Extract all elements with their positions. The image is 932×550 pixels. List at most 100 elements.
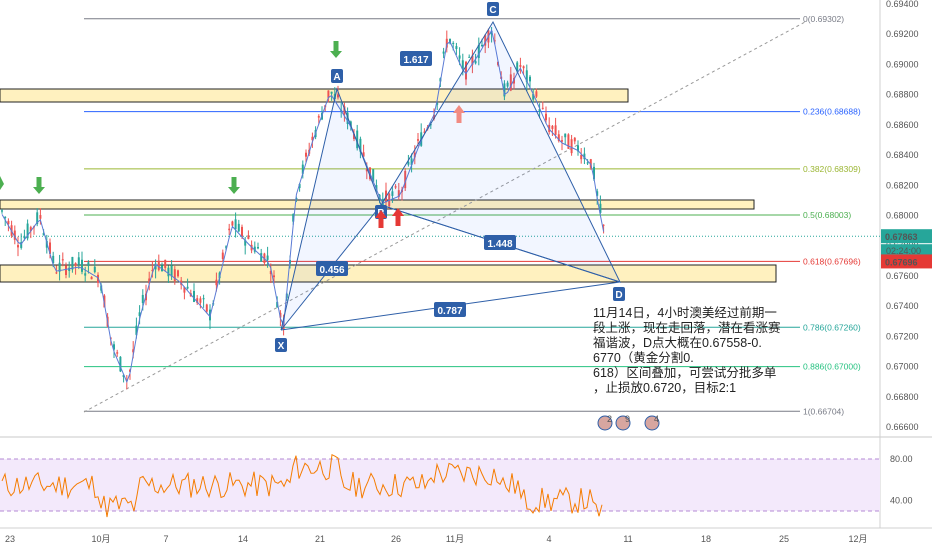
- candle-body: [266, 255, 269, 260]
- candle-body: [90, 276, 93, 280]
- candle-body: [122, 374, 125, 377]
- candle-body: [221, 252, 224, 259]
- price-tick-label: 0.67600: [886, 271, 919, 281]
- reaction-icon: [644, 415, 660, 431]
- note-line: 段上涨，现在走回落，潜在看涨赛: [593, 321, 781, 335]
- candle-body: [292, 214, 295, 222]
- price-tick-label: 0.68400: [886, 150, 919, 160]
- candle-body: [113, 344, 115, 350]
- candle-body: [561, 140, 563, 142]
- candle-body: [260, 253, 263, 262]
- pattern-ratio-label: 1.617: [403, 55, 428, 66]
- candle-body: [525, 70, 528, 83]
- candle-body: [61, 259, 64, 261]
- candle-body: [154, 263, 157, 270]
- pattern-ratio-label: 1.448: [487, 239, 512, 250]
- candle-body: [410, 158, 413, 165]
- candle-body: [577, 145, 579, 152]
- candle-body: [215, 279, 218, 286]
- candle-body: [557, 134, 560, 141]
- candle-body: [45, 241, 48, 248]
- pattern-ratio-badge: [316, 261, 348, 276]
- candle-body: [474, 61, 477, 64]
- candle-body: [58, 262, 61, 272]
- candle-body: [81, 259, 83, 272]
- price-pane-bg: [0, 0, 880, 437]
- d-level-value: 0.67696: [885, 257, 918, 267]
- candle-body: [138, 312, 141, 317]
- time-tick-label: 11月: [446, 534, 464, 544]
- candle-body: [356, 130, 359, 149]
- candle-body: [84, 273, 87, 276]
- candle-body: [586, 162, 589, 164]
- candle-body: [199, 298, 202, 303]
- time-tick-label: 14: [238, 534, 248, 544]
- pattern-point-badge: [487, 2, 499, 16]
- fib-level-label: 0.886(0.67000): [803, 362, 861, 372]
- candle-body: [311, 136, 314, 141]
- current-price-tag: [881, 229, 932, 244]
- note-line: ，止损放0.6720，目标2:1: [593, 381, 737, 395]
- candle-body: [394, 186, 397, 188]
- candle-body: [173, 269, 176, 282]
- time-tick-label: 26: [391, 534, 401, 544]
- candle-body: [503, 83, 506, 97]
- rsi-line: [1, 453, 603, 518]
- candle-body: [68, 267, 71, 271]
- candle-body: [23, 235, 26, 239]
- candle-body: [186, 286, 189, 289]
- candle-body: [298, 184, 301, 188]
- candle-body: [513, 77, 515, 84]
- price-tick-label: 0.68200: [886, 180, 919, 190]
- rsi-band: [0, 459, 880, 511]
- candle-body: [241, 226, 243, 237]
- fib-level-label: 0.236(0.68688): [803, 107, 861, 117]
- candle-body: [362, 152, 365, 157]
- price-tick-label: 0.67400: [886, 301, 919, 311]
- candle-body: [305, 152, 307, 157]
- candle-body: [455, 46, 458, 50]
- up-arrow-icon: [392, 208, 404, 226]
- candle-body: [413, 152, 416, 158]
- reaction-count: 4: [654, 414, 659, 424]
- moving-average-line: [1, 28, 605, 384]
- candle-body: [202, 298, 205, 300]
- candle-body: [433, 114, 435, 119]
- candle-body: [567, 134, 570, 149]
- time-tick-label: 4: [546, 534, 551, 544]
- candle-body: [330, 91, 333, 94]
- candle-body: [42, 233, 45, 235]
- candle-body: [583, 153, 586, 160]
- pattern-ratio-badge: [484, 235, 516, 250]
- fib-level-label: 1(0.66704): [803, 406, 844, 416]
- pattern-point-badge: [275, 338, 287, 352]
- candle-body: [71, 256, 74, 270]
- time-tick-label: 23: [5, 534, 15, 544]
- candle-body: [477, 44, 480, 59]
- candle-body: [343, 106, 346, 115]
- candle-body: [423, 131, 426, 133]
- candle-body: [74, 263, 77, 266]
- candle-body: [193, 291, 195, 302]
- candle-body: [279, 312, 282, 318]
- candle-body: [545, 113, 547, 121]
- note-line: 6770（黄金分割0.: [593, 351, 694, 365]
- candle-body: [407, 161, 410, 165]
- candle-body: [301, 164, 304, 174]
- time-tick-label: 18: [701, 534, 711, 544]
- candle-body: [148, 278, 151, 284]
- pattern-ratio-badge: [400, 51, 432, 66]
- candle-body: [596, 191, 599, 196]
- reaction-count: 9: [625, 414, 630, 424]
- candle-body: [442, 51, 445, 54]
- candle-body: [471, 55, 474, 65]
- up-arrow-icon: [453, 105, 465, 123]
- candle-body: [36, 212, 39, 225]
- candle-body: [461, 60, 464, 69]
- pattern-ratio-label: 0.787: [437, 306, 462, 317]
- resistance-zone: [0, 88, 629, 103]
- candle-body: [353, 133, 355, 139]
- price-tick-label: 0.67200: [886, 331, 919, 341]
- candle-body: [359, 138, 362, 152]
- candle-body: [151, 269, 154, 272]
